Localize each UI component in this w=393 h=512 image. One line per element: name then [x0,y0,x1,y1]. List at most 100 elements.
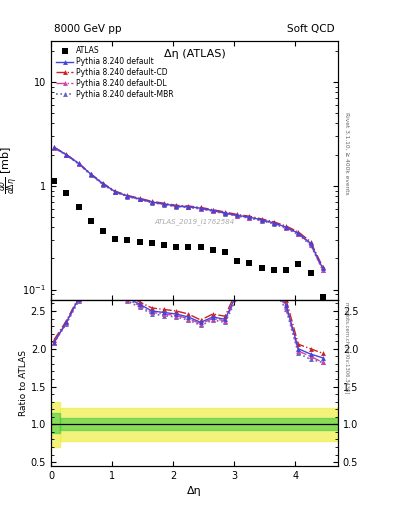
Pythia 8.240 default-DL [247,215,252,221]
Pythia 8.240 default-CD [162,200,166,206]
ATLAS [125,237,130,243]
Pythia 8.240 default [101,181,105,187]
Pythia 8.240 default-CD [113,188,118,194]
Pythia 8.240 default [235,212,240,219]
Pythia 8.240 default-MBR [296,231,301,238]
Text: ATLAS_2019_I1762584: ATLAS_2019_I1762584 [154,219,235,225]
Line: ATLAS: ATLAS [51,178,326,300]
Pythia 8.240 default-DL [149,199,154,205]
ATLAS [162,242,166,248]
Pythia 8.240 default-MBR [113,189,118,195]
Pythia 8.240 default-CD [235,211,240,218]
Text: mcplots.cern.ch [arXiv:1306.3436]: mcplots.cern.ch [arXiv:1306.3436] [344,303,349,394]
Pythia 8.240 default-CD [198,204,203,210]
Pythia 8.240 default-DL [296,231,301,237]
X-axis label: Δη: Δη [187,486,202,496]
Pythia 8.240 default [64,152,69,158]
Pythia 8.240 default-MBR [174,204,178,210]
ATLAS [64,190,69,196]
Pythia 8.240 default-DL [198,205,203,211]
Pythia 8.240 default-CD [137,195,142,201]
Pythia 8.240 default-MBR [88,172,93,178]
Pythia 8.240 default-MBR [308,242,313,248]
ATLAS [259,265,264,271]
Pythia 8.240 default [296,230,301,236]
Pythia 8.240 default-MBR [247,215,252,221]
Pythia 8.240 default-CD [174,202,178,208]
Pythia 8.240 default-DL [52,144,57,151]
Text: Δη (ATLAS): Δη (ATLAS) [163,49,226,59]
Text: 8000 GeV pp: 8000 GeV pp [54,25,121,34]
Pythia 8.240 default [284,224,288,230]
ATLAS [211,247,215,253]
ATLAS [137,239,142,245]
ATLAS [52,178,57,184]
Pythia 8.240 default [320,265,325,271]
Pythia 8.240 default-DL [162,201,166,207]
Pythia 8.240 default [162,201,166,207]
Pythia 8.240 default-CD [125,193,130,199]
Line: Pythia 8.240 default-CD: Pythia 8.240 default-CD [52,145,325,269]
Pythia 8.240 default-CD [88,170,93,177]
Pythia 8.240 default-MBR [125,194,130,200]
Pythia 8.240 default [149,199,154,205]
Pythia 8.240 default [272,220,276,226]
Pythia 8.240 default-CD [52,144,57,151]
Pythia 8.240 default-MBR [320,267,325,273]
ATLAS [174,244,178,250]
Pythia 8.240 default [52,144,57,151]
Pythia 8.240 default-CD [259,216,264,222]
Pythia 8.240 default-DL [64,152,69,158]
Pythia 8.240 default [186,204,191,210]
Pythia 8.240 default-CD [223,209,228,215]
Pythia 8.240 default-DL [174,203,178,209]
Pythia 8.240 default-DL [284,225,288,231]
ATLAS [235,258,240,264]
Pythia 8.240 default-CD [272,219,276,225]
Pythia 8.240 default-CD [186,203,191,209]
Y-axis label: $\frac{d\sigma}{d\Delta\eta}$ [mb]: $\frac{d\sigma}{d\Delta\eta}$ [mb] [0,146,21,194]
Pythia 8.240 default-DL [113,189,118,195]
Pythia 8.240 default-MBR [235,213,240,219]
ATLAS [320,294,325,300]
ATLAS [186,244,191,250]
Text: Rivet 3.1.10, ≥ 400k events: Rivet 3.1.10, ≥ 400k events [344,112,349,195]
Pythia 8.240 default-CD [320,264,325,270]
ATLAS [101,228,105,234]
Pythia 8.240 default [259,217,264,223]
Pythia 8.240 default [308,240,313,246]
Pythia 8.240 default [198,205,203,211]
Pythia 8.240 default [223,210,228,216]
Pythia 8.240 default-DL [223,210,228,216]
Pythia 8.240 default-MBR [272,221,276,227]
Legend: ATLAS, Pythia 8.240 default, Pythia 8.240 default-CD, Pythia 8.240 default-DL, P: ATLAS, Pythia 8.240 default, Pythia 8.24… [53,43,177,102]
Pythia 8.240 default-CD [149,198,154,204]
ATLAS [296,261,301,267]
Pythia 8.240 default-DL [76,161,81,167]
Pythia 8.240 default-DL [137,196,142,202]
Pythia 8.240 default-MBR [137,197,142,203]
Line: Pythia 8.240 default-MBR: Pythia 8.240 default-MBR [52,145,325,272]
Pythia 8.240 default [247,214,252,220]
ATLAS [284,267,288,273]
Pythia 8.240 default-DL [186,204,191,210]
ATLAS [76,204,81,210]
ATLAS [113,236,118,242]
Pythia 8.240 default-DL [259,217,264,223]
Pythia 8.240 default-CD [76,160,81,166]
Pythia 8.240 default [137,196,142,202]
Pythia 8.240 default [211,207,215,214]
Pythia 8.240 default-CD [64,152,69,158]
ATLAS [198,244,203,250]
Pythia 8.240 default-DL [88,172,93,178]
Text: Soft QCD: Soft QCD [288,25,335,34]
Pythia 8.240 default-CD [211,206,215,212]
Pythia 8.240 default-CD [308,239,313,245]
Pythia 8.240 default-MBR [211,208,215,215]
Pythia 8.240 default-MBR [76,161,81,167]
Pythia 8.240 default-MBR [223,210,228,217]
Pythia 8.240 default-CD [247,213,252,219]
Pythia 8.240 default [76,160,81,166]
Pythia 8.240 default-MBR [198,206,203,212]
Pythia 8.240 default-CD [296,229,301,235]
